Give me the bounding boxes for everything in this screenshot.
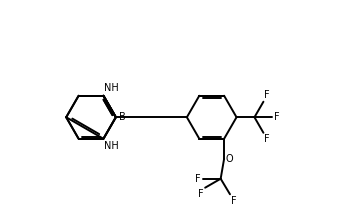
Text: F: F: [264, 90, 270, 100]
Text: B: B: [119, 112, 125, 122]
Text: F: F: [274, 112, 280, 122]
Text: F: F: [196, 174, 201, 184]
Text: NH: NH: [105, 83, 119, 93]
Text: O: O: [226, 154, 233, 164]
Text: NH: NH: [105, 141, 119, 152]
Text: F: F: [231, 196, 237, 206]
Text: F: F: [264, 134, 270, 144]
Text: F: F: [198, 189, 204, 199]
